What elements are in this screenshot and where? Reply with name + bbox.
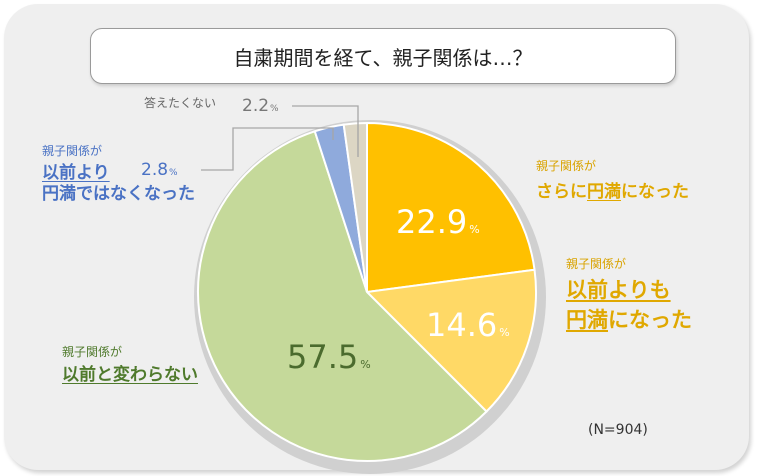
label-unchanged-line2: 以前と変わらない <box>62 365 198 385</box>
slice-value-not-harmonious: 2.8% <box>141 160 178 180</box>
sample-size-note: (N=904) <box>588 422 648 438</box>
leader-lines <box>201 105 359 171</box>
label-more-harmonious-line1: 親子関係が <box>536 159 597 173</box>
pie-slice-unchanged <box>197 130 488 462</box>
chart-title: 自粛期間を経て、親子関係は…？ <box>90 28 676 84</box>
label-than-before-line1: 親子関係が <box>566 257 627 271</box>
slice-value-more-harmonious-than-before: 14.6% <box>426 306 510 344</box>
slice-value-no-answer: 2.2% <box>242 96 279 116</box>
label-than-before-line3: 円満になった <box>566 308 692 332</box>
leader-line-not-harmonious <box>201 127 334 171</box>
label-unchanged-line1: 親子関係が <box>62 345 123 359</box>
label-not-harmonious-line2: 以前より <box>42 163 110 183</box>
slice-value-more-harmonious: 22.9% <box>396 203 480 241</box>
pie-slice-more-harmonious <box>366 121 536 294</box>
label-not-harmonious-line3: 円満ではなくなった <box>42 184 195 204</box>
leader-line-answer <box>292 105 359 157</box>
pie-slice-more-harmonious-than-before <box>364 268 537 413</box>
label-more-harmonious-line2: さらに円満になった <box>536 182 689 202</box>
label-no-answer: 答えたくない <box>144 96 217 110</box>
pie-slices <box>197 121 537 462</box>
label-not-harmonious-line1: 親子関係が <box>42 144 103 158</box>
pie-slice-no-answer <box>342 121 368 293</box>
label-than-before-line2: 以前よりも <box>566 278 671 302</box>
slice-value-unchanged: 57.5% <box>287 338 371 376</box>
